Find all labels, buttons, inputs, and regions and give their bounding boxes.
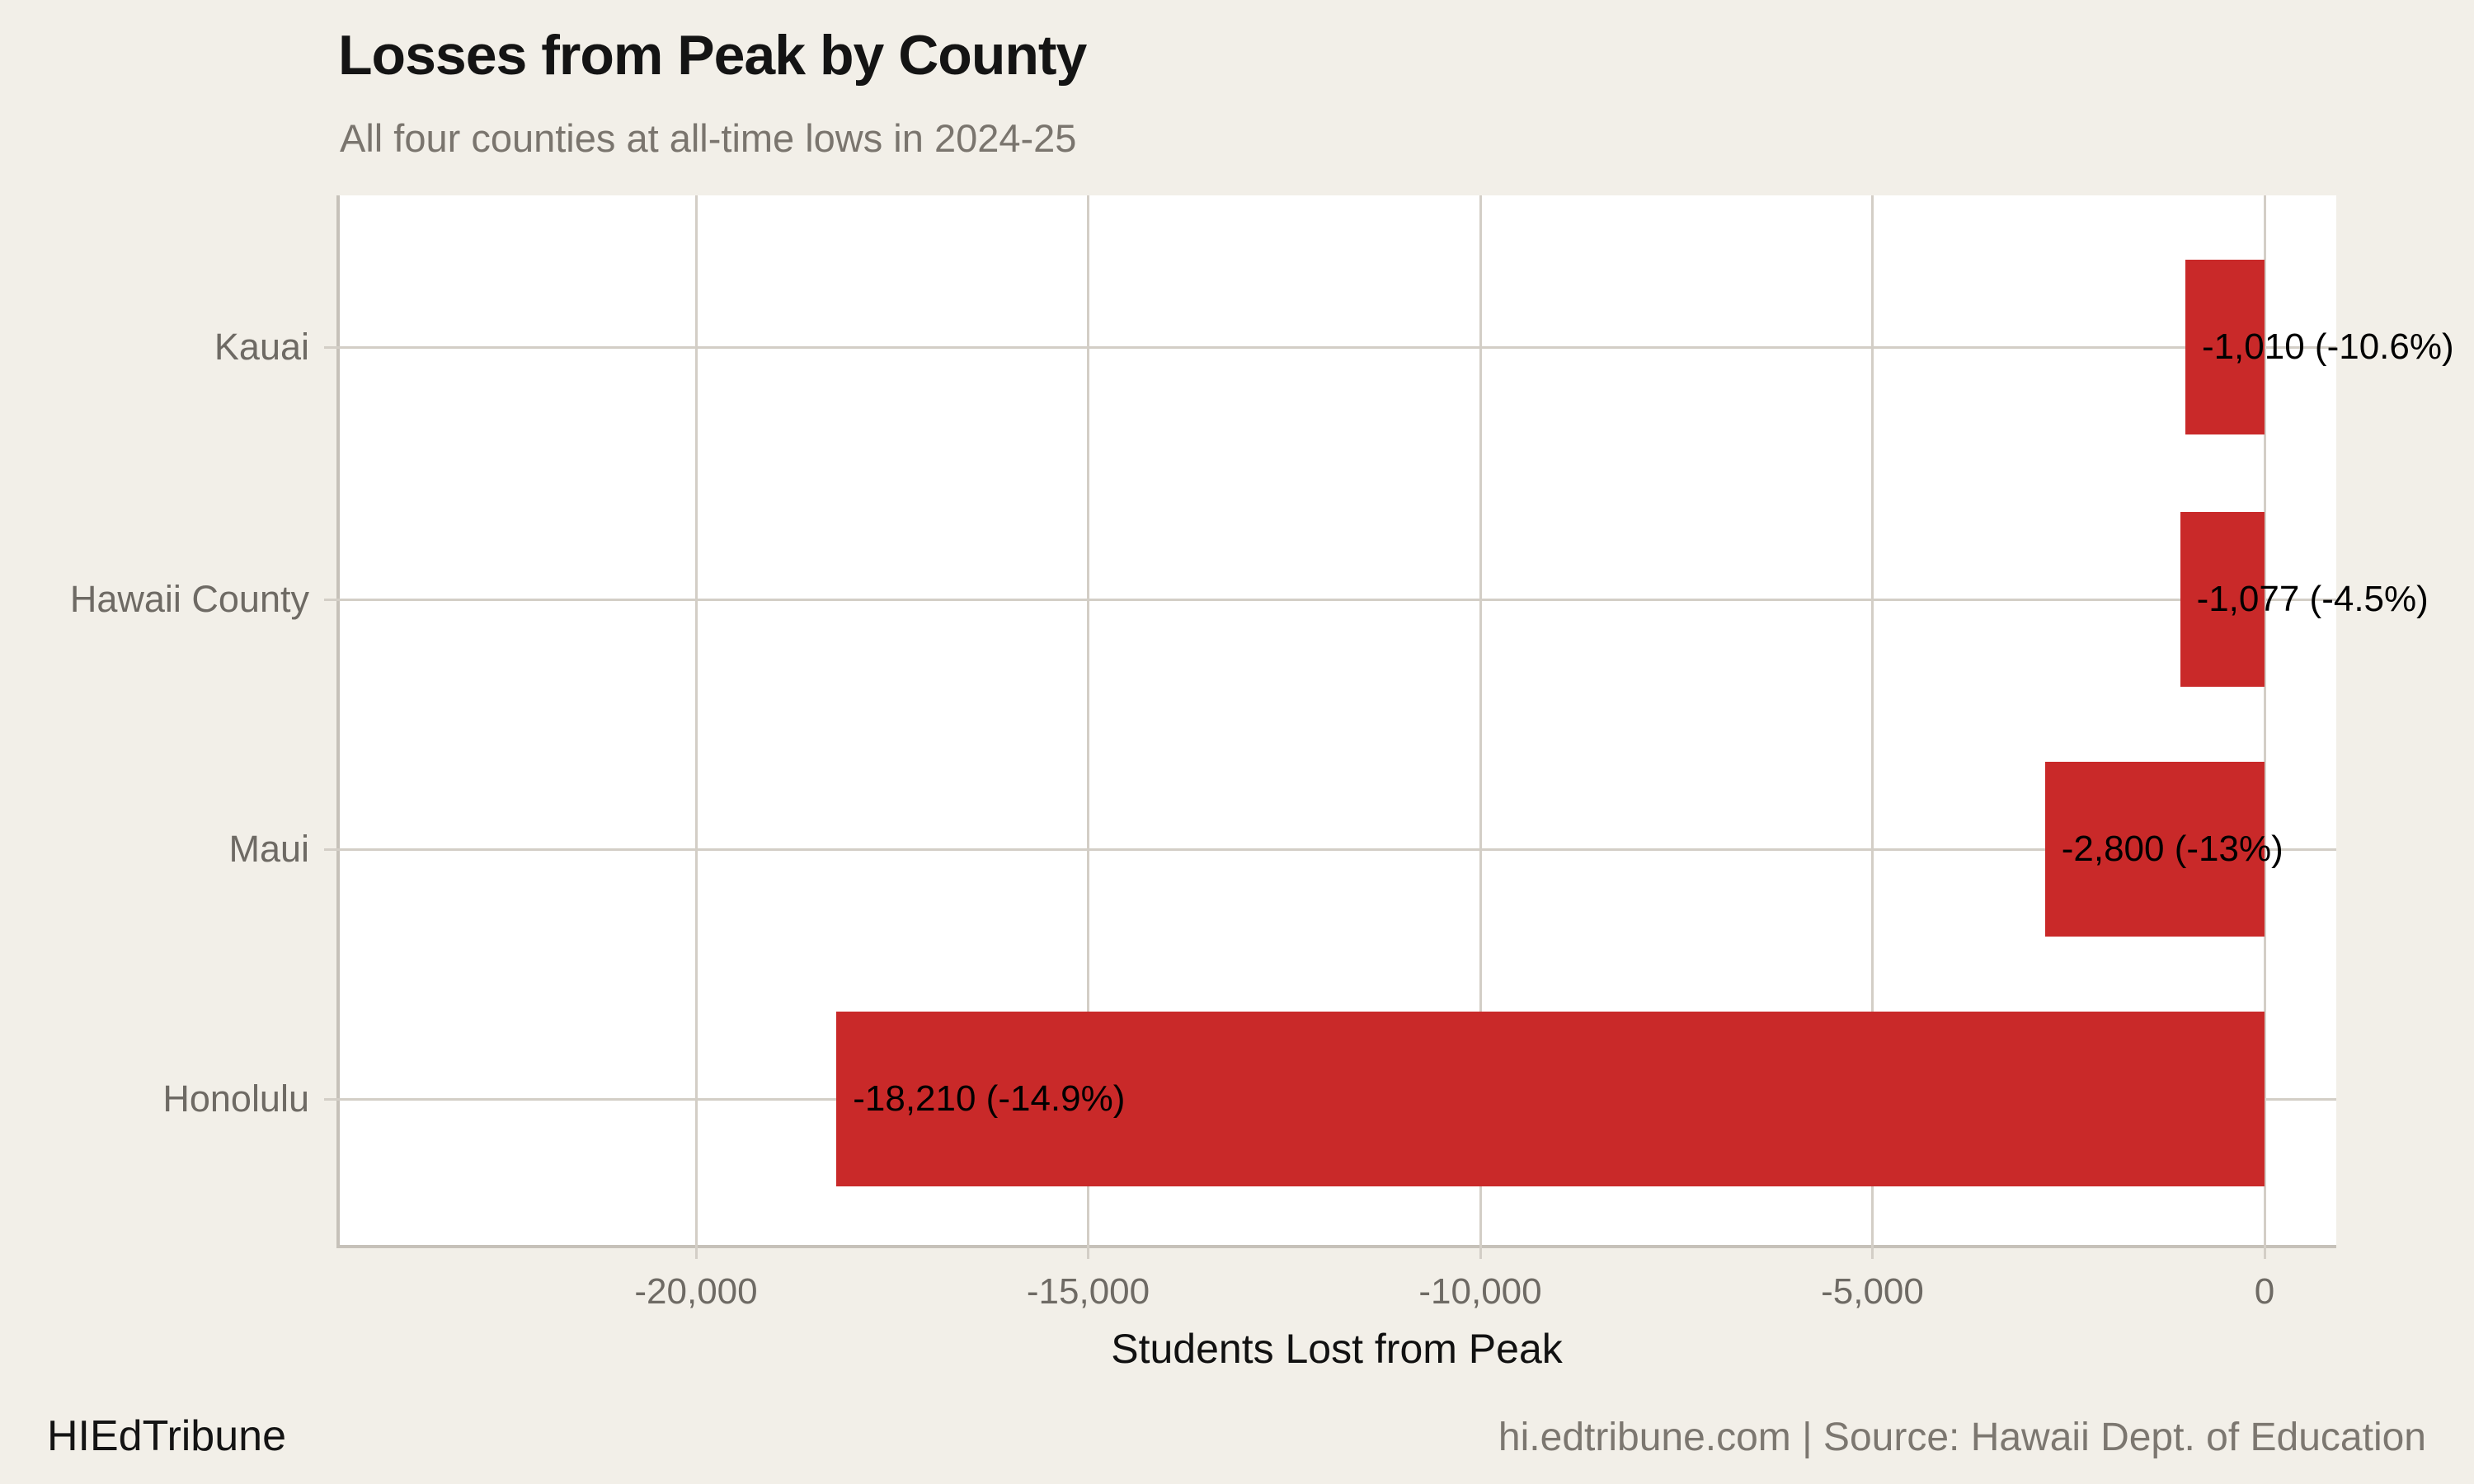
x-gridline--15000 bbox=[1087, 195, 1089, 1259]
footer-source-attribution: hi.edtribune.com | Source: Hawaii Dept. … bbox=[1498, 1416, 2426, 1459]
y-gridline-kauai bbox=[324, 345, 2336, 349]
bar-maui bbox=[2044, 762, 2265, 937]
chart-title: Losses from Peak by County bbox=[338, 24, 1087, 87]
bar-value-label-maui: -2,800 (-13%) bbox=[2061, 829, 2284, 869]
x-gridline-0 bbox=[2263, 195, 2266, 1259]
bar-honolulu bbox=[836, 1012, 2265, 1186]
category-label-maui: Maui bbox=[228, 828, 309, 870]
x-tick-label: -20,000 bbox=[634, 1271, 758, 1312]
x-gridline--10000 bbox=[1479, 195, 1482, 1259]
x-tick-label: -10,000 bbox=[1418, 1271, 1542, 1312]
y-axis-spine bbox=[336, 195, 340, 1248]
y-gridline-hawaii-county bbox=[324, 598, 2336, 601]
x-tick-label: 0 bbox=[2254, 1271, 2275, 1312]
category-label-honolulu: Honolulu bbox=[162, 1078, 309, 1120]
x-tick-label: -15,000 bbox=[1026, 1271, 1150, 1312]
category-label-kauai: Kauai bbox=[214, 326, 309, 368]
chart-subtitle: All four counties at all-time lows in 20… bbox=[340, 116, 1077, 160]
x-tick-label: -5,000 bbox=[1821, 1271, 1924, 1312]
bar-value-label-kauai: -1,010 (-10.6%) bbox=[2201, 326, 2454, 367]
x-gridline--20000 bbox=[694, 195, 698, 1259]
bar-kauai bbox=[2185, 260, 2265, 434]
bar-value-label-honolulu: -18,210 (-14.9%) bbox=[853, 1078, 1126, 1119]
x-axis-spine bbox=[338, 1245, 2336, 1248]
bar-hawaii-county bbox=[2180, 512, 2265, 687]
x-gridline--5000 bbox=[1871, 195, 1874, 1259]
bar-value-label-hawaii-county: -1,077 (-4.5%) bbox=[2196, 579, 2429, 619]
category-label-hawaii-county: Hawaii County bbox=[69, 578, 309, 620]
y-gridline-maui bbox=[324, 848, 2336, 851]
x-axis-title: Students Lost from Peak bbox=[1111, 1326, 1563, 1372]
footer-brand: HIEdTribune bbox=[47, 1412, 286, 1460]
